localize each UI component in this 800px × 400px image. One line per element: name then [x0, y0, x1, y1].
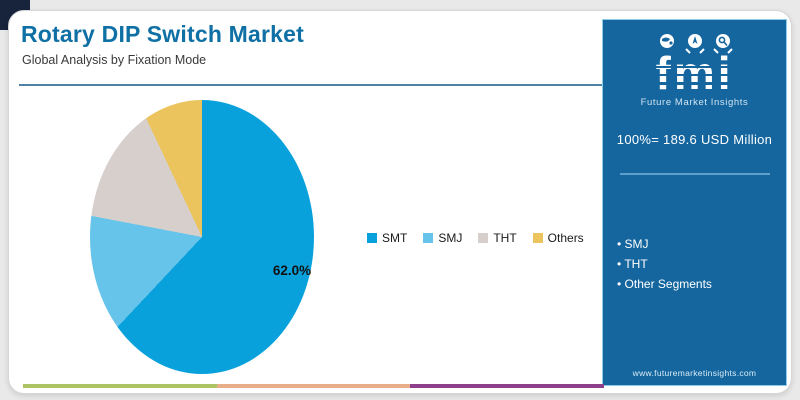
sidebar: fmi Future Market Insights 100%= 189.6 U…	[602, 19, 787, 386]
legend: SMT SMJ THT Others	[367, 231, 584, 245]
sidebar-bullet: THT	[617, 255, 712, 275]
page-title: Rotary DIP Switch Market	[21, 21, 305, 47]
legend-item-smt: SMT	[367, 231, 407, 245]
sidebar-bullet: SMJ	[617, 235, 712, 255]
logo-stripe	[650, 82, 739, 85]
legend-label: SMJ	[438, 231, 463, 245]
page-subtitle: Global Analysis by Fixation Mode	[22, 53, 207, 67]
market-total-value: 100%= 189.6 USD Million	[616, 132, 773, 147]
logo-wordmark: fmi	[650, 47, 739, 99]
legend-item-smj: SMJ	[423, 231, 462, 245]
footer-stripe-segment	[23, 384, 217, 388]
legend-item-tht: THT	[478, 231, 517, 245]
legend-label: SMT	[382, 231, 408, 245]
fmi-logo: fmi Future Market Insights	[641, 32, 749, 108]
logo-subtext: Future Market Insights	[640, 97, 749, 108]
legend-swatch	[423, 233, 434, 243]
logo-stripe	[650, 65, 739, 69]
legend-label: Others	[547, 231, 584, 245]
footer-stripe	[23, 384, 605, 388]
footer-stripe-segment	[216, 384, 411, 388]
sidebar-divider	[619, 173, 770, 175]
logo-people-icons	[659, 34, 733, 54]
logo-stripe	[650, 73, 739, 77]
legend-swatch	[367, 233, 377, 243]
website-url: www.futuremarketinsights.com	[632, 368, 757, 378]
legend-swatch	[478, 233, 489, 243]
infographic-card: Rotary DIP Switch Market Global Analysis…	[8, 10, 792, 394]
pie-chart	[90, 100, 314, 374]
footer-stripe-segment	[410, 384, 605, 388]
legend-label: THT	[493, 231, 517, 245]
pie-slice-label: 62.0%	[272, 263, 312, 278]
magnifier-icon	[715, 34, 730, 48]
header-divider	[19, 84, 605, 86]
logo-wordmark-text: fmi	[656, 47, 734, 99]
sidebar-bullet: Other Segments	[617, 275, 712, 295]
legend-item-others: Others	[532, 231, 584, 245]
legend-swatch	[532, 233, 543, 243]
